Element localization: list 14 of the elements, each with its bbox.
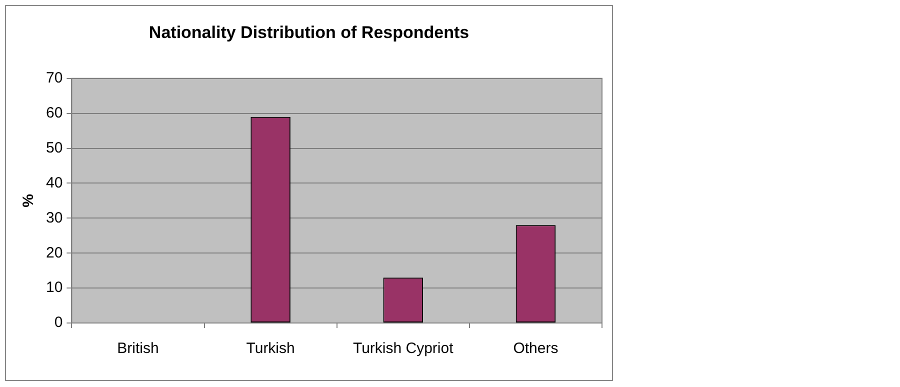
x-tick-label: Turkish Cypriot: [352, 340, 454, 358]
y-tick-label: 50: [46, 139, 63, 156]
y-tick-label: 0: [54, 314, 63, 332]
y-tick-label: 20: [46, 244, 63, 262]
y-tick-label: 30: [46, 209, 63, 226]
y-tick-label: 40: [46, 174, 63, 192]
y-axis-title: %: [20, 194, 38, 208]
x-tick-label: Others: [513, 340, 558, 358]
y-tick-label: 10: [46, 279, 63, 296]
chart-title: Nationality Distribution of Respondents: [148, 22, 470, 42]
x-tick-label: Turkish: [246, 340, 295, 358]
x-tick-label: British: [117, 340, 159, 358]
y-tick-label: 70: [46, 70, 63, 87]
y-tick-label: 60: [46, 104, 63, 122]
